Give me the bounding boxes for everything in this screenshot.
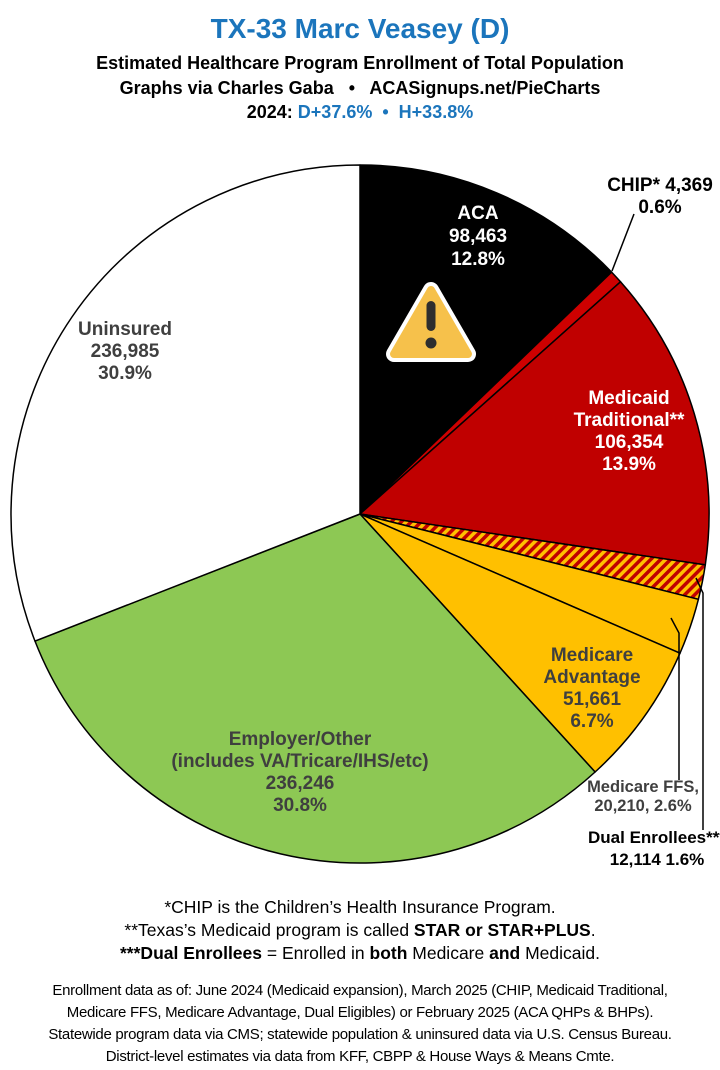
footnote-line: ***Dual Enrollees = Enrolled in both Med…: [0, 942, 720, 965]
text-segment: •: [372, 102, 399, 122]
text-segment: Medicaid.: [520, 943, 600, 963]
label-line: 98,463: [448, 226, 508, 247]
text-segment: .: [590, 920, 596, 940]
label-chip: CHIP* 4,369 0.6%: [590, 175, 720, 219]
label-line: Statewide program data via CMS; statewid…: [48, 1026, 672, 1043]
label-line: Medicare: [550, 645, 634, 666]
pie-slice-medicaid-traditional: [359, 281, 710, 566]
leader-line-chip: [611, 213, 635, 272]
text-segment: 2024:: [246, 102, 298, 122]
byline: Graphs via Charles Gaba • ACASignups.net…: [119, 78, 601, 98]
pie-slice-medicare-advantage: [359, 513, 681, 773]
label-line: 12,114 1.6%: [609, 850, 705, 869]
chart-subtitle: Estimated Healthcare Program Enrollment …: [96, 53, 624, 73]
partisan-lean: 2024: D+37.6% • H+33.8%: [0, 100, 720, 124]
label-line: 6.7%: [570, 711, 614, 732]
label-medicare-ffs: Medicare FFS, 20,210, 2.6%: [573, 778, 713, 816]
text-segment: D+37.6%: [297, 102, 373, 122]
label-line: Dual Enrollees***: [588, 828, 720, 847]
text-segment: = Enrolled in: [262, 943, 370, 963]
label-line: Employer/Other: [228, 729, 372, 750]
label-employer-other: Employer/Other (includes VA/Tricare/IHS/e…: [130, 729, 470, 817]
label-line: District-level estimates via data from K…: [105, 1048, 615, 1065]
label-line: 0.6%: [638, 197, 682, 218]
label-line: (includes VA/Tricare/IHS/etc): [171, 751, 429, 772]
text-segment: both: [369, 943, 408, 963]
footnote-line: *CHIP is the Children’s Health Insurance…: [0, 896, 720, 919]
label-line: CHIP* 4,369: [607, 175, 713, 196]
label-line: 13.9%: [602, 454, 656, 475]
label-line: 106,354: [594, 432, 664, 453]
label-line: 30.9%: [98, 363, 152, 384]
label-line: Advantage: [543, 667, 641, 688]
label-line: ACA: [457, 203, 499, 224]
footnotes: *CHIP is the Children’s Health Insurance…: [0, 896, 720, 965]
text-segment: **Texas’s Medicaid program is called: [124, 920, 414, 940]
pie-slice-uninsured: [10, 164, 361, 642]
header: TX-33 Marc Veasey (D) Estimated Healthca…: [0, 12, 720, 124]
label-line: 12.8%: [451, 249, 505, 270]
label-line: 236,985: [90, 341, 160, 362]
label-line: Medicare FFS,: [587, 778, 699, 796]
page-title: TX-33 Marc Veasey (D): [210, 13, 510, 44]
label-line: Medicaid: [588, 388, 670, 409]
label-line: Traditional**: [573, 410, 685, 431]
data-sources: Enrollment data as of: June 2024 (Medica…: [0, 980, 720, 1068]
label-line: Uninsured: [78, 319, 172, 340]
warning-icon: [386, 282, 476, 362]
text-segment: and: [489, 943, 521, 963]
label-line: 30.8%: [273, 795, 327, 816]
leader-line-dual-enrollees: [695, 577, 704, 830]
label-medicaid-traditional: Medicaid Traditional** 106,354 13.9%: [539, 388, 719, 476]
pie-slice-aca: [359, 164, 613, 515]
label-line: 236,246: [265, 773, 335, 794]
leader-line-medicare-ffs: [670, 617, 680, 780]
pie-slice-employer-other: [34, 513, 596, 864]
text-segment: STAR or STAR+PLUS: [413, 920, 591, 940]
label-line: Enrollment data as of: June 2024 (Medica…: [52, 982, 668, 999]
pie-slices: [10, 164, 710, 864]
label-line: 51,661: [562, 689, 622, 710]
label-uninsured: Uninsured 236,985 30.9%: [45, 319, 205, 385]
text-segment: H+33.8%: [398, 102, 474, 122]
text-segment: *CHIP is the Children’s Health Insurance…: [164, 897, 556, 917]
footnote-line: **Texas’s Medicaid program is called STA…: [0, 919, 720, 942]
label-dual-enrollees: Dual Enrollees*** 12,114 1.6%: [577, 827, 720, 871]
label-aca: ACA 98,463 12.8%: [408, 202, 548, 271]
text-segment: ***Dual Enrollees: [120, 943, 262, 963]
label-medicare-advantage: Medicare Advantage 51,661 6.7%: [507, 645, 677, 733]
label-line: Medicare FFS, Medicare Advantage, Dual E…: [66, 1004, 654, 1021]
label-line: 20,210, 2.6%: [594, 797, 692, 815]
text-segment: Medicare: [407, 943, 490, 963]
